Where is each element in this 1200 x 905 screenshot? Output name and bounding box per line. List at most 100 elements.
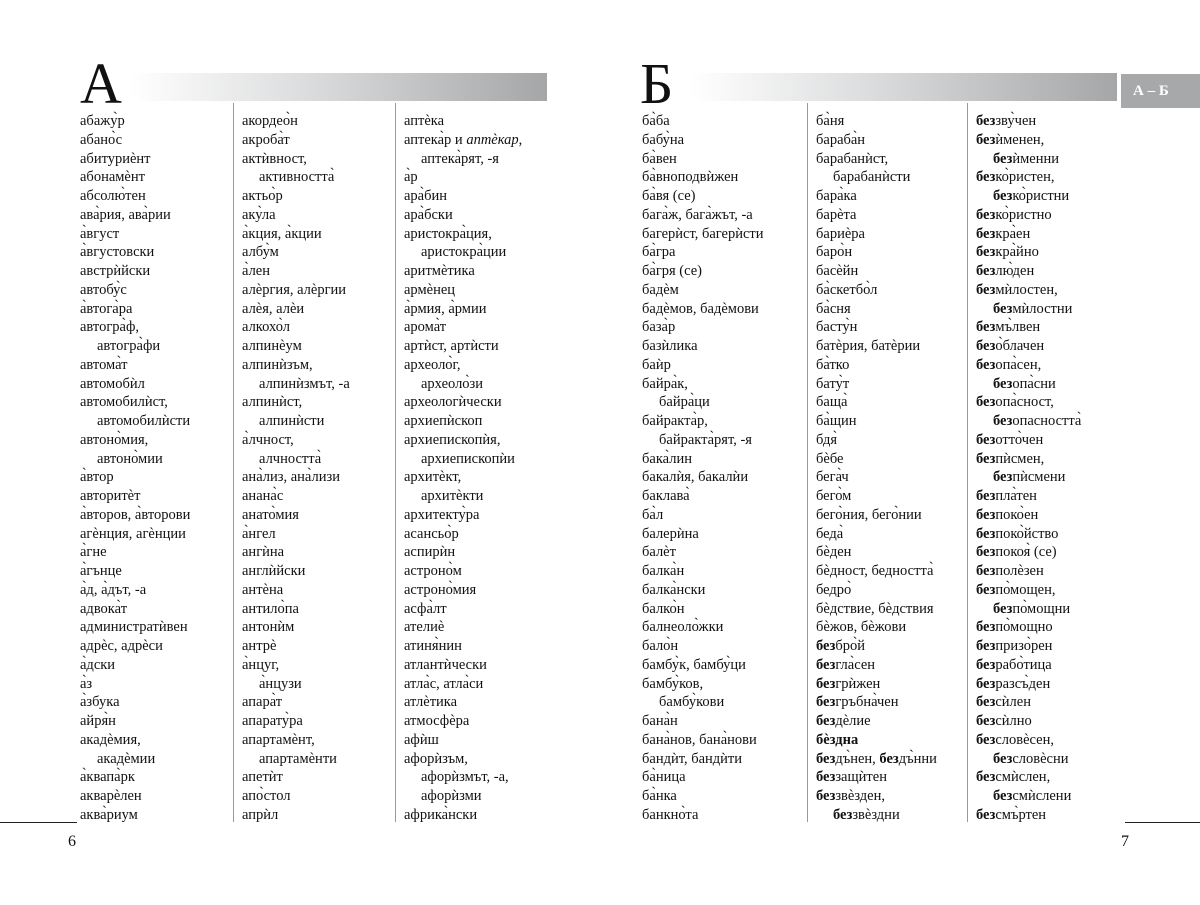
dictionary-entry: абитуриѐнт (80, 150, 151, 167)
entry-text: аристокра̀ции (421, 244, 507, 261)
dictionary-entry: баѝр (642, 356, 671, 373)
entry-text: лю̀ден (995, 263, 1035, 279)
entry-bold-prefix: без (976, 131, 996, 148)
entry-text: аптека̀р и (404, 131, 467, 148)
dictionary-entry: безсловѐсни (976, 750, 1081, 769)
entry-bold-prefix: без (976, 450, 996, 467)
dictionary-entry: балерѝна (642, 525, 699, 542)
dictionary-entry: баща̀ (816, 394, 848, 411)
dictionary-entry: байра̀к, (642, 375, 688, 392)
entry-text: кра̀йно (995, 244, 1039, 261)
entry-bold-prefix: без (976, 525, 996, 542)
left-column-1: абажу̀р абано̀с абитуриѐнт абонамѐнт абсол… (80, 112, 190, 825)
entry-text: ко̀ристно (995, 206, 1052, 223)
dictionary-entry: безмѝлостни (976, 300, 1081, 319)
entry-bold-prefix: без (976, 694, 996, 711)
dictionary-entry: ава̀рия, ава̀рии (80, 206, 171, 223)
dictionary-entry: адрѐс, адрѐси (80, 638, 163, 654)
footer-rule (0, 822, 77, 823)
dictionary-entry: ба̀щин (816, 413, 857, 429)
dictionary-entry: архиепископѝя, (404, 431, 501, 448)
dictionary-entry: бдя̀ (816, 431, 838, 448)
entry-bold-prefix: без (976, 394, 996, 411)
dictionary-entry: бего̀м (816, 488, 852, 504)
left-page-letter-heading: А (80, 51, 122, 116)
dictionary-entry: автома̀т (80, 356, 128, 373)
entry-text: алчността̀ (259, 450, 322, 467)
entry-text: звѐзден, (835, 788, 886, 804)
dictionary-entry: архитѐкт, (404, 469, 462, 486)
dictionary-entry: а̀кция, а̀кции (242, 225, 322, 242)
dictionary-entry: автомобѝл (80, 375, 145, 392)
dictionary-entry: адвока̀т (80, 600, 128, 617)
dictionary-entry: басту̀н (816, 319, 858, 336)
entry-bold-prefix: без (976, 244, 996, 261)
dictionary-entry: алпинѝсти (242, 412, 350, 431)
entry-text: по̀мощни (1012, 600, 1071, 617)
dictionary-entry: бамбу̀кови (642, 693, 764, 712)
dictionary-entry: агѐнция, агѐнции (80, 525, 186, 542)
dictionary-entry: бакалѝя, бакалѝи (642, 469, 749, 486)
dictionary-entry: байракта̀р, (642, 413, 708, 429)
dictionary-entry: ба̀скетбо̀л (816, 281, 878, 298)
dictionary-entry: безопасността̀ (976, 412, 1081, 431)
dictionary-entry: авторитѐт (80, 488, 141, 504)
dictionary-entry: астроно̀м (404, 563, 462, 579)
dictionary-entry: акордео̀н (242, 113, 298, 129)
entry-text: по̀мощно (995, 619, 1053, 636)
entry-text: зву̀чен (995, 113, 1037, 129)
dictionary-entry: безотто̀чен (976, 431, 1081, 450)
entry-bold-prefix: без (976, 356, 996, 373)
dictionary-entry: антѐна (242, 581, 284, 598)
dictionary-entry: ба̀ба (642, 113, 670, 129)
entry-text: архитѐкти (421, 488, 484, 504)
dictionary-entry: а̀второв, а̀второви (80, 506, 191, 523)
dictionary-entry: безсмъ̀ртен (976, 806, 1081, 825)
entry-text: поко̀ен (995, 506, 1039, 523)
dictionary-entry: аритмѐтика (404, 263, 475, 279)
dictionary-entry: бѐбе (816, 450, 844, 467)
entry-text: алпинѝзмът, -а (259, 375, 350, 392)
dictionary-entry: афорѝзъм, (404, 750, 468, 767)
dictionary-entry: бамбу̀ков, (642, 675, 704, 692)
dictionary-entry: ба̀тко (816, 356, 850, 373)
entry-bold-prefix: без (833, 806, 853, 823)
dictionary-entry: ба̀гря (се) (642, 263, 703, 279)
entry-text: опа̀сен, (995, 356, 1042, 373)
dictionary-entry: балка̀нски (642, 581, 706, 598)
entry-text: звѐздни (852, 806, 900, 823)
dictionary-entry: бабу̀на (642, 131, 685, 148)
dictionary-entry: бамбу̀к, бамбу̀ци (642, 656, 746, 673)
dictionary-entry: безкра̀йно (976, 243, 1081, 262)
dictionary-entry: безлю̀ден (976, 262, 1081, 281)
dictionary-entry: беззвѐзден, (816, 787, 937, 806)
entry-text: алпинѝсти (259, 413, 325, 429)
entry-bold-prefix: без (976, 338, 996, 354)
entry-bold-prefix: без (816, 713, 836, 729)
dictionary-entry: апетѝт (242, 769, 283, 786)
dictionary-entry: бандѝт, бандѝти (642, 750, 743, 767)
dictionary-entry: арома̀т (404, 319, 447, 336)
dictionary-entry: база̀р (642, 319, 676, 336)
dictionary-entry: антрѐ (242, 638, 277, 654)
dictionary-entry: а̀нгел (242, 525, 276, 542)
dictionary-entry: безопа̀сен, (976, 356, 1081, 375)
entry-bold-prefix: без (976, 169, 996, 186)
dictionary-entry: ба̀гра (642, 244, 676, 261)
dictionary-entry: акадѐмия, (80, 731, 141, 748)
dictionary-entry: баро̀н (816, 244, 853, 261)
dictionary-entry: беда̀ (816, 525, 844, 542)
dictionary-entry: а̀втога̀ра (80, 300, 133, 317)
dictionary-entry: автомобилѝсти (80, 412, 190, 431)
dictionary-entry: асфа̀лт (404, 600, 447, 617)
dictionary-entry: атиня̀нин (404, 638, 462, 654)
dictionary-entry: афорѝзми (404, 787, 522, 806)
column-divider (807, 103, 808, 822)
dictionary-entry: ара̀бин (404, 188, 448, 204)
dictionary-entry: а̀д, а̀дът, -а (80, 581, 147, 598)
dictionary-entry: барѐта (816, 206, 857, 223)
entry-bold-prefix: без (976, 656, 996, 673)
dictionary-entry: бадѐмов, бадѐмови (642, 300, 759, 317)
dictionary-entry: ангѝна (242, 544, 285, 561)
entry-text: покоя̀ (се) (995, 544, 1057, 561)
